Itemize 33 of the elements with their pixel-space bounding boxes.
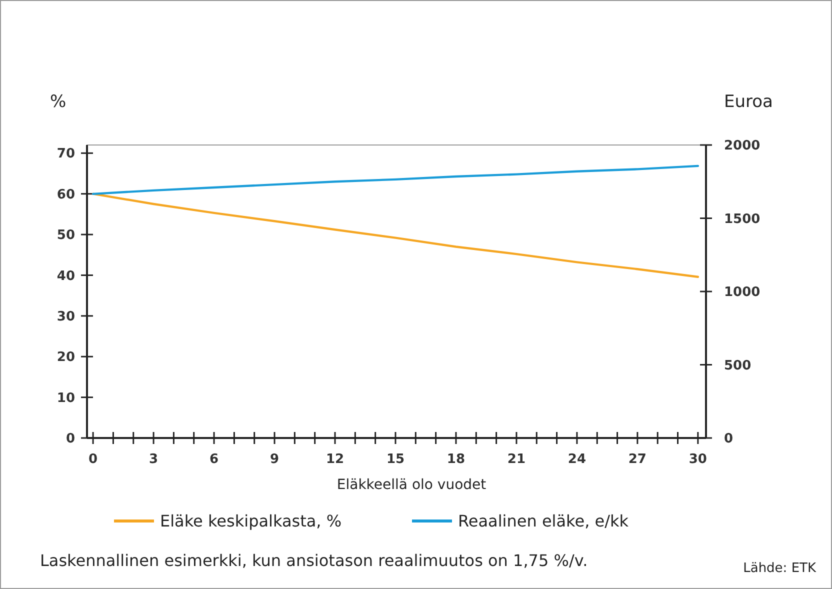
y2-tick-label: 1000	[724, 285, 760, 300]
y-tick-label: 40	[56, 268, 75, 284]
line-series	[92, 192, 700, 278]
y-tick-label: 10	[56, 390, 75, 406]
y-tick-label: 20	[56, 350, 75, 366]
y2-tick-label: 500	[724, 358, 752, 374]
y-tick-label: 0	[66, 432, 75, 447]
text: Lähde: ETK	[743, 561, 816, 576]
x-tick-label: 30	[688, 452, 707, 467]
x-tick-label: 3	[149, 452, 158, 467]
y-tick-label: 60	[56, 187, 75, 202]
text: Laskennallinen esimerkki, kun ansiotason reaalimuutos on 1,75 %/v.	[40, 551, 588, 570]
x-tick-label: 18	[446, 452, 466, 467]
x-axis-title: Eläkkeellä olo vuodet	[336, 477, 487, 493]
y-tick-label: 70	[56, 146, 75, 162]
y2-tick-label: 2000	[724, 138, 760, 154]
x-tick-label: 24	[568, 452, 586, 467]
y2-tick-label: 1500	[724, 212, 760, 227]
legend-label: Reaalinen eläke, e/kk	[458, 512, 630, 531]
x-tick-label: 27	[628, 452, 646, 467]
line-series	[92, 164, 700, 196]
x-tick-label: 15	[386, 452, 405, 467]
x-tick-label: 12	[326, 452, 344, 467]
y-axis-title: %	[50, 92, 66, 112]
x-tick-label: 21	[507, 452, 526, 467]
y-tick-label: 30	[56, 309, 75, 324]
x-tick-label: 6	[210, 452, 219, 467]
y-tick-label: 50	[56, 228, 75, 244]
y2-axis-title: Euroa	[724, 92, 773, 112]
legend-label: Eläke keskipalkasta, %	[160, 512, 342, 531]
x-tick-label: 9	[270, 452, 280, 467]
y2-tick-label: 0	[724, 432, 734, 447]
x-tick-label: 0	[88, 452, 98, 467]
